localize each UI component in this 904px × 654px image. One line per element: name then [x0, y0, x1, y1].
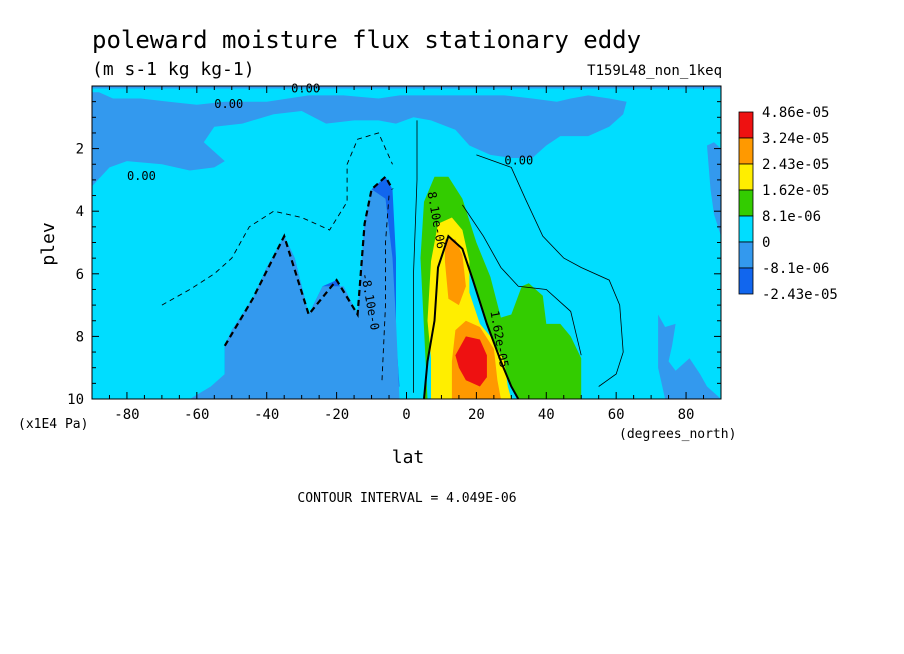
color-legend: 4.86e-05 3.24e-05 2.43e-05 1.62e-05 8.1e-06 0… [738, 105, 838, 303]
legend-label-4: 8.1e-06 [762, 209, 821, 225]
legend-label-2: 2.43e-05 [762, 157, 829, 173]
y-axis-label: plev [38, 222, 59, 265]
legend-label-6: -8.1e-06 [762, 261, 829, 277]
legend-swatch-1 [738, 137, 754, 165]
legend-label-7: -2.43e-05 [762, 287, 838, 303]
x-tick-label: -40 [254, 407, 279, 423]
contour-label-2: 0.00 [504, 153, 533, 167]
region-pos_max-9 [455, 336, 487, 387]
contour-thin-solid-3 [413, 120, 418, 393]
y-tick-label: 8 [76, 329, 84, 345]
contour-thin-dashed-1 [161, 132, 393, 306]
contour-thin-solid-5 [462, 204, 582, 356]
legend-swatch-3 [738, 189, 754, 217]
legend-swatch-4 [738, 215, 754, 243]
contour-thick-dashed-0 [223, 175, 394, 347]
region-neg_weak-2 [658, 314, 721, 399]
legend-swatch-2 [738, 163, 754, 191]
y-tick-label: 2 [76, 142, 84, 158]
x-tick-label: 0 [402, 407, 410, 423]
shaded-regions [92, 86, 721, 399]
run-label: T159L48_non_1keq [587, 63, 722, 79]
y-axis: 2 4 6 8 10 [67, 101, 721, 408]
contour-lines [161, 120, 624, 399]
contour-thin-dashed-2 [381, 195, 390, 381]
legend-swatch-5 [738, 241, 754, 269]
contour-thick-solid-6 [423, 234, 520, 399]
legend-label-3: 1.62e-05 [762, 183, 829, 199]
contour-thin-solid-4 [476, 154, 624, 387]
x-unit: (degrees_north) [619, 427, 736, 442]
legend-swatch-0 [738, 111, 754, 139]
legend-label-1: 3.24e-05 [762, 131, 829, 147]
x-tick-label: 60 [608, 407, 625, 423]
x-tick-label: -20 [324, 407, 349, 423]
y-tick-label: 10 [67, 392, 84, 408]
chart-subtitle: (m s-1 kg kg-1) [92, 59, 255, 80]
region-pos_strong-7 [444, 239, 466, 306]
y-unit: (x1E4 Pa) [18, 417, 88, 432]
y-tick-label: 4 [76, 204, 84, 220]
contour-interval-note: CONTOUR INTERVAL = 4.049E-06 [297, 491, 516, 506]
chart-title: poleward moisture flux stationary eddy [92, 26, 641, 54]
region-neg_weak-1 [92, 92, 627, 399]
x-axis-label: lat [392, 447, 425, 468]
contour-label-1: 0.00 [291, 81, 320, 95]
contour-label-0: 0.00 [214, 97, 243, 111]
legend-swatch-6 [738, 267, 754, 295]
x-tick-label: 20 [468, 407, 485, 423]
x-tick-label: 40 [538, 407, 555, 423]
x-axis: -80 -60 -40 -20 0 20 40 60 80 [91, 86, 722, 423]
contour-label-3: 0.00 [127, 169, 156, 183]
region-neg_weak-3 [707, 142, 721, 237]
x-tick-label: 80 [678, 407, 695, 423]
y-tick-label: 6 [76, 267, 84, 283]
legend-label-0: 4.86e-05 [762, 105, 829, 121]
x-tick-label: -80 [114, 407, 139, 423]
x-tick-label: -60 [184, 407, 209, 423]
legend-label-5: 0 [762, 235, 770, 251]
